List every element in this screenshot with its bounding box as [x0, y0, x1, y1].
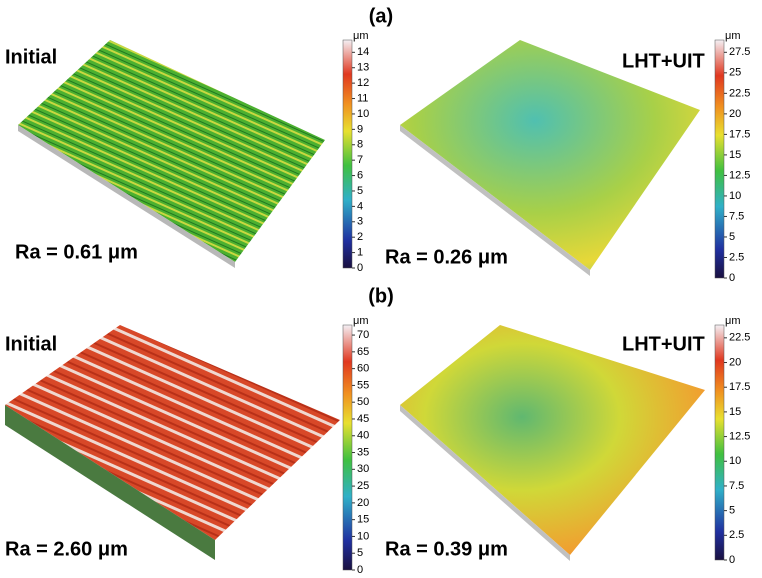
colorbar-tick-label: 50 [357, 396, 369, 408]
sample-label: LHT+UIT [622, 333, 705, 355]
colorbar-tick-label: 7 [357, 154, 363, 166]
colorbar-tick-label: 5 [729, 231, 735, 243]
colorbar-unit: μm [725, 30, 741, 42]
colorbar [343, 40, 352, 268]
colorbar-tick-label: 35 [357, 446, 369, 458]
colorbar [715, 325, 724, 560]
colorbar-tick-label: 22.5 [729, 332, 750, 344]
figure: (a) (b) InitialRa = 0.61 μmμm01234567891… [0, 0, 762, 578]
colorbar-tick-label: 6 [357, 169, 363, 181]
colorbar-tick-label: 1 [357, 247, 363, 259]
colorbar-tick-label: 0 [357, 564, 363, 576]
roughness-label: Ra = 0.26 μm [385, 246, 508, 268]
colorbar-tick-label: 9 [357, 123, 363, 135]
surface [18, 40, 325, 262]
colorbar-tick-label: 10 [357, 108, 369, 120]
colorbar-tick-label: 15 [729, 406, 741, 418]
colorbar-tick-label: 2 [357, 231, 363, 243]
colorbar-tick-label: 11 [357, 92, 368, 104]
colorbar-tick-label: 0 [729, 554, 735, 566]
colorbar-tick-label: 2.5 [729, 251, 744, 263]
colorbar-tick-label: 15 [729, 149, 741, 161]
colorbar-unit: μm [725, 315, 741, 327]
colorbar-tick-label: 5 [357, 185, 363, 197]
roughness-label: Ra = 0.39 μm [385, 538, 508, 560]
colorbar-tick-label: 20 [729, 356, 741, 368]
colorbar-tick-label: 70 [357, 329, 369, 341]
sample-label: Initial [5, 46, 57, 68]
colorbar-tick-label: 3 [357, 216, 363, 228]
colorbar-tick-label: 0 [357, 262, 363, 274]
colorbar-tick-label: 10 [729, 455, 741, 467]
colorbar-tick-label: 27.5 [729, 46, 750, 58]
colorbar-tick-label: 14 [357, 46, 369, 58]
colorbar-tick-label: 0 [729, 272, 735, 284]
colorbar-tick-label: 30 [357, 463, 369, 475]
roughness-label: Ra = 0.61 μm [15, 241, 138, 263]
colorbar-tick-label: 4 [357, 200, 363, 212]
colorbar-tick-label: 17.5 [729, 128, 750, 140]
colorbar-tick-label: 25 [729, 67, 741, 79]
surface [400, 325, 705, 555]
colorbar-tick-label: 13 [357, 62, 369, 74]
surface [5, 325, 340, 540]
colorbar-tick-label: 65 [357, 346, 369, 358]
colorbar-tick-label: 10 [357, 530, 369, 542]
sample-label: Initial [5, 333, 57, 355]
colorbar-tick-label: 60 [357, 363, 369, 375]
colorbar [715, 40, 724, 278]
colorbar-tick-label: 25 [357, 480, 369, 492]
colorbar-tick-label: 8 [357, 139, 363, 151]
colorbar-tick-label: 22.5 [729, 87, 750, 99]
colorbar-tick-label: 45 [357, 413, 369, 425]
colorbar-tick-label: 7.5 [729, 480, 744, 492]
colorbar-tick-label: 12.5 [729, 430, 750, 442]
roughness-label: Ra = 2.60 μm [5, 538, 128, 560]
colorbar-tick-label: 2.5 [729, 529, 744, 541]
colorbar-tick-label: 55 [357, 379, 369, 391]
colorbar-tick-label: 5 [729, 505, 735, 517]
colorbar-tick-label: 10 [729, 190, 741, 202]
surface [400, 40, 700, 270]
colorbar-tick-label: 12.5 [729, 169, 750, 181]
colorbar [343, 325, 352, 570]
colorbar-unit: μm [353, 30, 369, 42]
colorbar-tick-label: 15 [357, 514, 369, 526]
colorbar-unit: μm [353, 315, 369, 327]
colorbar-tick-label: 40 [357, 430, 369, 442]
colorbar-tick-label: 20 [729, 108, 741, 120]
colorbar-tick-label: 5 [357, 547, 363, 559]
colorbar-tick-label: 7.5 [729, 210, 744, 222]
panel-label: (a) [369, 5, 393, 27]
colorbar-tick-label: 20 [357, 497, 369, 509]
panel-label: (b) [368, 285, 394, 307]
sample-label: LHT+UIT [622, 50, 705, 72]
colorbar-tick-label: 17.5 [729, 381, 750, 393]
colorbar-tick-label: 12 [357, 77, 369, 89]
